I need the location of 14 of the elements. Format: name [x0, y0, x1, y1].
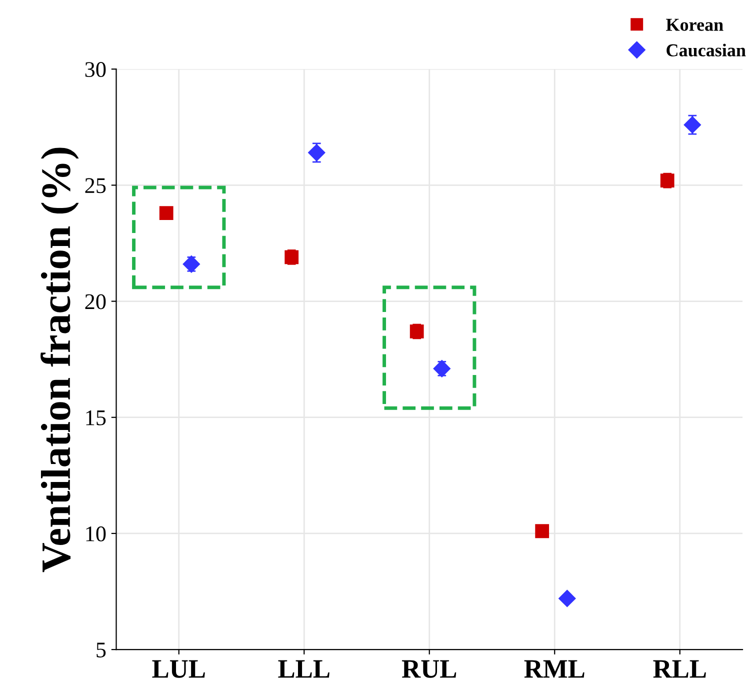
- y-tick-label: 20: [85, 294, 106, 310]
- x-tick-label: LUL: [152, 660, 205, 678]
- x-tick-label: RML: [524, 660, 584, 678]
- y-tick-label: 30: [85, 62, 106, 78]
- y-axis-title: Ventilation fraction (%): [40, 148, 79, 572]
- legend-label: Korean: [666, 18, 724, 31]
- y-tick-label: 10: [86, 526, 106, 542]
- legend-label: Caucasian: [666, 44, 746, 56]
- x-tick-label: LLL: [278, 660, 330, 678]
- x-tick-label: RUL: [402, 660, 456, 678]
- x-tick-label: RLL: [653, 660, 706, 678]
- y-tick-label: 15: [86, 410, 106, 426]
- y-tick-label: 25: [85, 178, 106, 194]
- y-tick-label: 5: [96, 642, 106, 658]
